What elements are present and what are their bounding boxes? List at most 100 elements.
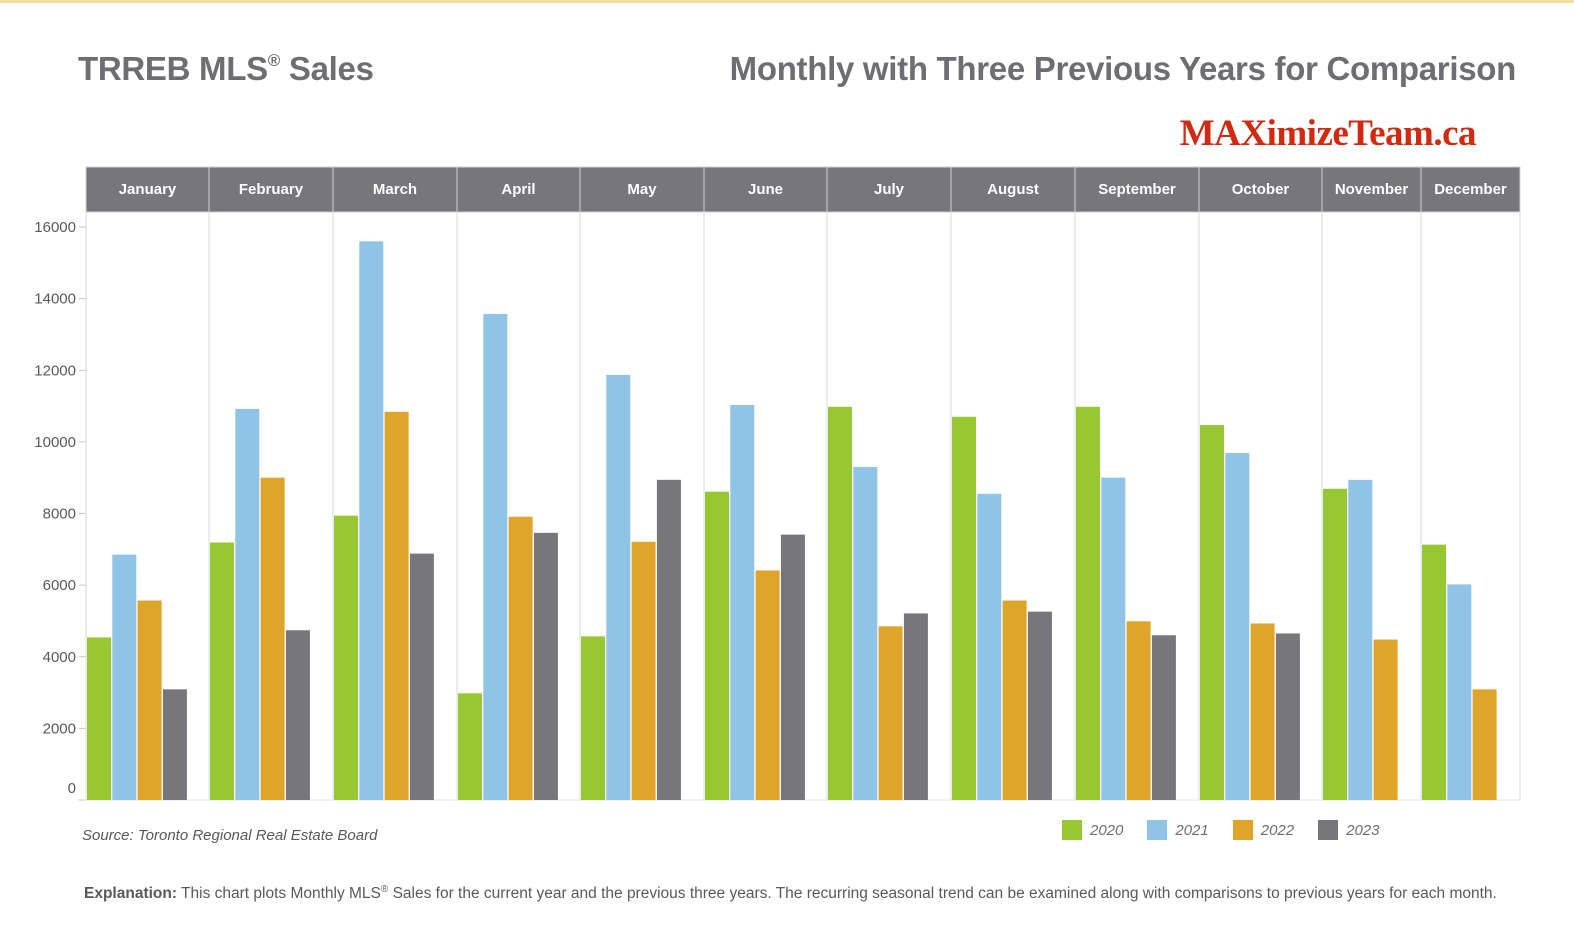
y-tick-label: 14000 [34,291,76,308]
y-tick-label: 2000 [43,720,76,737]
explanation-text-cont: Sales for the current year and the previ… [388,885,1497,903]
bar-2023-may [656,479,681,800]
bars [87,241,1497,800]
bar-2020-november [1323,488,1347,800]
bar-2020-february [210,542,234,800]
month-header-label: August [987,181,1039,198]
bar-2023-june [780,534,805,800]
title-suffix: Sales [280,50,374,87]
bar-2023-february [285,630,310,800]
bar-2020-june [705,491,729,800]
month-header-label: March [373,181,417,198]
bar-2021-august [977,493,1002,800]
bar-2021-march [359,241,384,800]
month-header-cell [950,166,1076,213]
bar-2022-march [384,411,409,800]
chart-title: TRREB MLS® Sales [78,50,374,88]
bar-2021-september [1101,477,1126,800]
legend-label: 2023 [1346,821,1380,839]
bar-2021-october [1225,452,1250,800]
bar-2021-january [112,554,137,800]
month-header-cell [703,166,828,213]
bar-2023-january [162,689,187,800]
month-header-row: January February March April May June July Augu… [85,166,1521,213]
bar-2020-august [952,416,976,800]
month-header-label: July [874,181,905,198]
legend-label: 2020 [1090,821,1124,839]
legend-item: 2022 [1232,820,1295,840]
y-tick-label: 12000 [34,362,76,379]
bar-2022-january [137,600,162,800]
legend-label: 2022 [1260,821,1295,839]
bar-2022-june [755,570,780,800]
month-header-label: September [1098,181,1176,198]
month-header-label: January [119,181,177,198]
bar-2023-march [409,553,434,800]
y-tick-label: 6000 [43,577,76,594]
legend-item: 2021 [1147,820,1209,840]
bar-2023-october [1275,633,1300,800]
bar-2022-july [878,626,903,800]
bar-2020-april [458,693,482,800]
explanation-label: Explanation: [84,885,178,903]
bar-2023-july [903,613,928,800]
y-tick-label: 10000 [34,434,76,451]
bar-2022-september [1126,621,1151,800]
month-header-cell [1321,166,1422,213]
bar-2022-august [1002,600,1027,800]
legend-label: 2021 [1175,821,1209,839]
bar-2020-march [334,515,358,800]
month-header-label: October [1232,181,1290,198]
explanation-text: This chart plots Monthly MLS [177,885,381,903]
legend-item: 2023 [1318,820,1380,840]
bar-2021-november [1348,479,1373,800]
y-tick-label: 4000 [43,649,76,666]
bar-2022-november [1373,639,1398,800]
legend-item: 2020 [1062,820,1123,840]
chart-subtitle: Monthly with Three Previous Years for Co… [729,50,1517,87]
month-header-label: November [1335,181,1409,198]
legend-swatch [1232,820,1253,840]
bar-2022-december [1472,689,1497,800]
bar-2020-december [1422,544,1446,800]
month-header-cell [826,166,952,213]
bar-2022-february [260,477,285,800]
month-header-cell [1074,166,1200,213]
bar-2021-april [483,314,508,800]
bar-2020-september [1076,406,1100,800]
bar-2021-february [235,408,260,800]
month-header-cell [332,166,458,213]
legend-swatch [1062,820,1082,840]
bar-2022-may [631,541,656,800]
bar-2021-july [853,466,878,800]
bar-2022-april [508,516,533,800]
bar-2021-june [730,404,755,800]
month-header-label: June [748,181,783,198]
month-header-cell [1198,166,1323,213]
month-header-cell [1420,166,1521,213]
title-text: TRREB MLS [78,50,268,87]
registered-mark: ® [380,884,389,895]
bar-2022-october [1250,623,1275,800]
month-header-label: April [501,181,535,198]
bar-2023-september [1151,635,1176,800]
y-tick-label: 8000 [43,506,76,523]
legend-swatch [1318,820,1339,840]
brand-watermark: MAXimizeTeam.ca [1179,113,1477,154]
y-axis: 0 2000 4000 6000 8000 10000 12000 14000 16000 [34,219,86,801]
bar-2020-october [1200,425,1224,800]
bar-2020-july [828,406,852,800]
y-tick-label: 0 [68,780,76,797]
month-header-label: December [1434,181,1507,198]
y-tick-label: 16000 [34,219,76,236]
source-note: Source: Toronto Regional Real Estate Boa… [82,827,378,844]
bar-2020-january [87,637,111,800]
bar-2023-august [1027,611,1052,800]
bar-2023-april [533,532,558,800]
registered-mark: ® [267,51,281,70]
bar-2020-may [581,636,605,800]
top-rule [0,0,1574,3]
month-header-label: May [627,181,657,198]
explanation: Explanation: This chart plots Monthly ML… [84,880,1504,903]
